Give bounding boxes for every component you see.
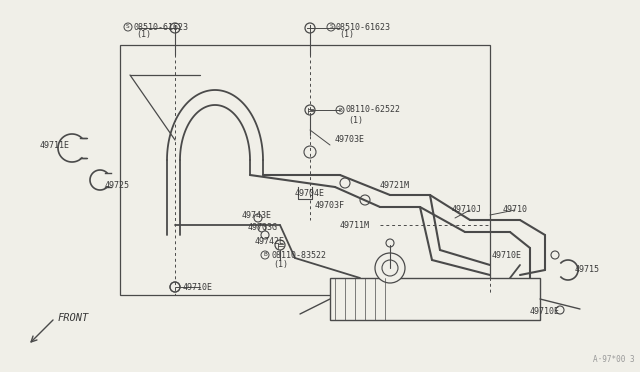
Bar (120, 45, 490, 295)
Text: 49710: 49710 (503, 205, 528, 215)
Text: FRONT: FRONT (58, 313, 89, 323)
Text: 08510-61623: 08510-61623 (336, 22, 391, 32)
Circle shape (386, 239, 394, 247)
Text: (1): (1) (136, 31, 151, 39)
Circle shape (261, 231, 269, 239)
Text: S: S (126, 25, 130, 29)
Circle shape (275, 240, 285, 250)
Circle shape (254, 214, 262, 222)
Bar (330, 278, 540, 320)
Circle shape (340, 178, 350, 188)
Text: 49703G: 49703G (248, 224, 278, 232)
Text: B: B (263, 253, 267, 257)
Text: 49715: 49715 (575, 266, 600, 275)
Circle shape (304, 146, 316, 158)
Text: 08110-62522: 08110-62522 (346, 106, 401, 115)
Circle shape (305, 105, 315, 115)
Circle shape (375, 253, 405, 283)
Circle shape (258, 224, 266, 232)
Circle shape (170, 282, 180, 292)
Text: (1): (1) (273, 260, 288, 269)
Text: 49743E: 49743E (242, 211, 272, 219)
Text: 49704E: 49704E (295, 189, 325, 198)
Circle shape (305, 23, 315, 33)
Text: (1): (1) (348, 115, 363, 125)
Circle shape (382, 260, 398, 276)
Text: 49725: 49725 (105, 180, 130, 189)
Text: 49710E: 49710E (183, 282, 213, 292)
Circle shape (551, 251, 559, 259)
Text: 49721M: 49721M (380, 180, 410, 189)
Text: A·97*00 3: A·97*00 3 (593, 355, 635, 364)
Circle shape (170, 23, 180, 33)
Text: B: B (338, 108, 342, 112)
Text: 49710E: 49710E (492, 250, 522, 260)
Text: 08110-83522: 08110-83522 (271, 250, 326, 260)
Text: 49703F: 49703F (315, 201, 345, 209)
Text: 08510-61623: 08510-61623 (133, 22, 188, 32)
Text: 49742E: 49742E (255, 237, 285, 247)
Circle shape (360, 195, 370, 205)
Text: 49710E: 49710E (530, 308, 560, 317)
Circle shape (556, 306, 564, 314)
Text: S: S (329, 25, 333, 29)
Text: 49711E: 49711E (40, 141, 70, 150)
Text: (1): (1) (339, 31, 354, 39)
Text: 49710J: 49710J (452, 205, 482, 215)
Text: 49703E: 49703E (335, 135, 365, 144)
Text: 49711M: 49711M (340, 221, 370, 230)
